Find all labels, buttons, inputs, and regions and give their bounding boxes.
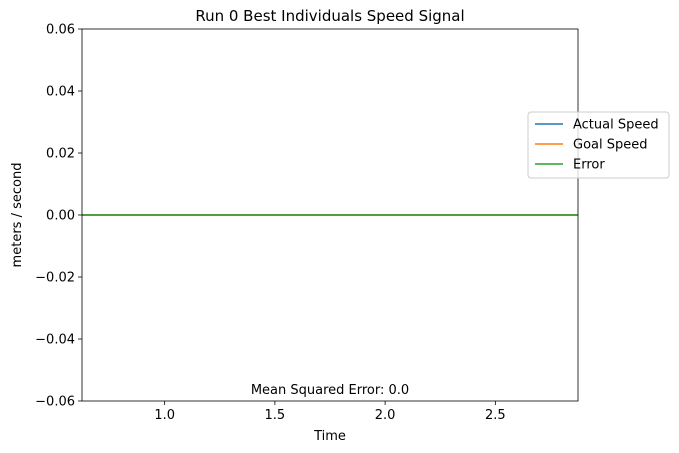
legend-label-2: Error (573, 158, 605, 173)
x-tick-label: 1.5 (265, 408, 286, 423)
y-tick-label: 0.06 (46, 23, 75, 38)
mse-annotation: Mean Squared Error: 0.0 (251, 383, 409, 398)
legend-label-1: Goal Speed (573, 138, 648, 153)
legend: Actual Speed Goal Speed Error (527, 111, 670, 179)
y-tick-label: 0.00 (46, 209, 75, 224)
x-axis-label: Time (313, 429, 346, 444)
y-tick-label: 0.04 (46, 85, 75, 100)
chart-title: Run 0 Best Individuals Speed Signal (195, 7, 464, 25)
y-axis-label: meters / second (10, 163, 25, 268)
x-tick-label: 1.0 (154, 408, 175, 423)
y-tick-label: −0.02 (35, 271, 75, 286)
y-tick-label: −0.04 (35, 333, 75, 348)
x-tick-label: 2.5 (485, 408, 506, 423)
y-tick-label: −0.06 (35, 395, 75, 410)
legend-box (527, 111, 670, 179)
legend-label-0: Actual Speed (573, 118, 659, 133)
x-tick-label: 2.0 (375, 408, 396, 423)
y-tick-label: 0.02 (46, 147, 75, 162)
axes-group: 1.0 1.5 2.0 2.5 0.06 0.04 0.02 0.00 −0.02 −0.04 −0… (35, 23, 579, 423)
